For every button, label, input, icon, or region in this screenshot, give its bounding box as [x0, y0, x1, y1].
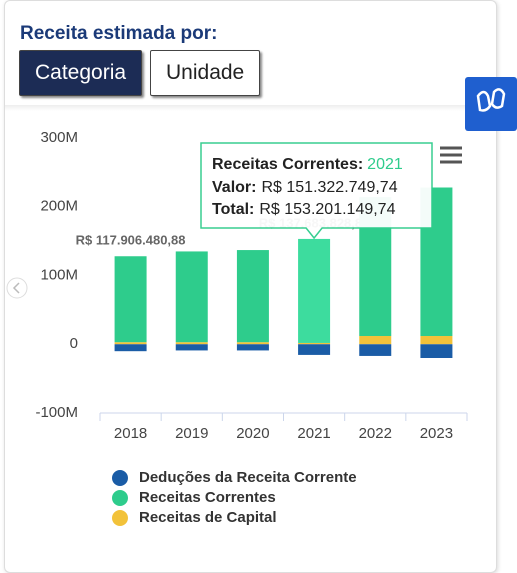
bar — [298, 238, 331, 343]
y-tick-label: -100M — [35, 404, 78, 421]
tooltip-label: Valor: — [212, 179, 256, 196]
legend-label: Receitas de Capital — [139, 509, 277, 526]
x-tick-label: 2023 — [420, 425, 453, 442]
legend-marker — [112, 470, 128, 486]
bar — [298, 344, 331, 355]
tooltip-box — [200, 142, 433, 240]
stack-label: R$ 117.906.480,88 — [76, 233, 186, 248]
bar — [175, 251, 208, 343]
bar — [359, 344, 392, 356]
x-tick-label: 2022 — [359, 425, 392, 442]
menu-icon[interactable] — [440, 146, 462, 164]
y-tick-label: 0 — [70, 335, 78, 352]
bar — [298, 342, 331, 345]
category-button[interactable]: Categoria — [19, 50, 143, 96]
card: Receita estimada por: Categoria Unidade — [4, 0, 497, 573]
plot: -100M 0 100M 200M 300M 2018 R$ 117.906.480,88 2… — [35, 129, 468, 526]
bar — [359, 336, 392, 345]
bar — [175, 344, 208, 351]
tooltip-row: Total: R$ 153.201.149,74 — [212, 201, 396, 218]
tooltip-value: R$ 153.201.149,74 — [259, 201, 395, 218]
x-tick-label: 2021 — [297, 425, 330, 442]
y-tick-label: 100M — [40, 266, 78, 283]
unit-button[interactable]: Unidade — [150, 50, 261, 96]
y-tick-label: 200M — [40, 198, 78, 215]
accessibility-button[interactable] — [465, 77, 517, 131]
tooltip-title: Receitas Correntes: 2021 — [212, 156, 403, 173]
legend-marker — [112, 510, 128, 526]
header-title: Receita estimada por: — [20, 23, 218, 44]
x-tick-label: 2019 — [175, 425, 208, 442]
bar — [420, 344, 453, 358]
bar — [114, 344, 147, 352]
bar — [114, 342, 147, 345]
legend-label: Deduções da Receita Corrente — [139, 469, 357, 486]
legend-label: Receitas Correntes — [139, 489, 276, 506]
scroll-left[interactable] — [6, 277, 28, 299]
x-tick-label: 2018 — [114, 425, 147, 442]
x-tick-label: 2020 — [236, 425, 269, 442]
tooltip-series: Receitas Correntes: — [212, 156, 363, 173]
tooltip-category: 2021 — [367, 156, 403, 173]
separator — [5, 105, 496, 111]
bar — [420, 336, 453, 345]
tooltip-row: Valor: R$ 151.322.749,74 — [212, 179, 398, 196]
tooltip-label: Total: — [212, 201, 254, 218]
tooltip-value: R$ 151.322.749,74 — [261, 179, 397, 196]
bar — [236, 344, 269, 351]
legend-marker — [112, 490, 128, 506]
y-tick-label: 300M — [40, 129, 78, 146]
bar — [175, 342, 208, 345]
bar — [114, 256, 147, 343]
bar — [236, 250, 269, 343]
tooltip: Receitas Correntes: 2021 Valor: R$ 151.322.… — [200, 142, 433, 240]
bar — [236, 342, 269, 345]
